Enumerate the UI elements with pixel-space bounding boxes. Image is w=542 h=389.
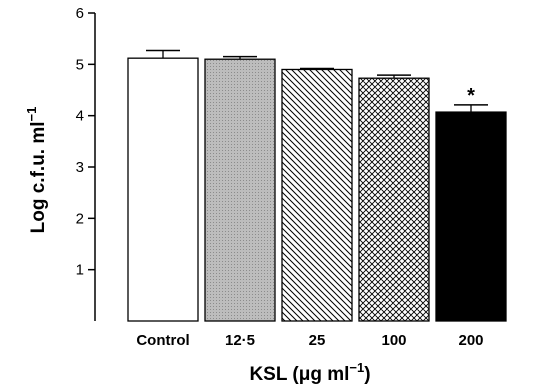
y-tick-label: 6 — [76, 5, 84, 22]
x-category-label: 12·5 — [225, 332, 255, 349]
x-category-label: 200 — [458, 332, 483, 349]
x-axis-title: KSL (μg ml−1) — [249, 360, 370, 385]
x-category-label: 25 — [309, 332, 326, 349]
y-tick-label: 2 — [76, 210, 84, 227]
bar-4 — [435, 111, 507, 322]
y-axis-title: Log c.f.u. ml−1 — [24, 107, 49, 234]
significance-marker: * — [467, 85, 475, 107]
y-tick-label: 3 — [76, 159, 84, 176]
bar-3 — [358, 77, 430, 322]
x-category-label: 100 — [381, 332, 406, 349]
bar-2 — [281, 68, 353, 322]
y-tick-label: 5 — [76, 56, 84, 73]
bar-0 — [127, 57, 199, 322]
y-tick-label: 1 — [76, 262, 84, 279]
bar-1 — [204, 58, 276, 322]
y-tick-label: 4 — [76, 108, 84, 125]
x-category-label: Control — [136, 332, 189, 349]
